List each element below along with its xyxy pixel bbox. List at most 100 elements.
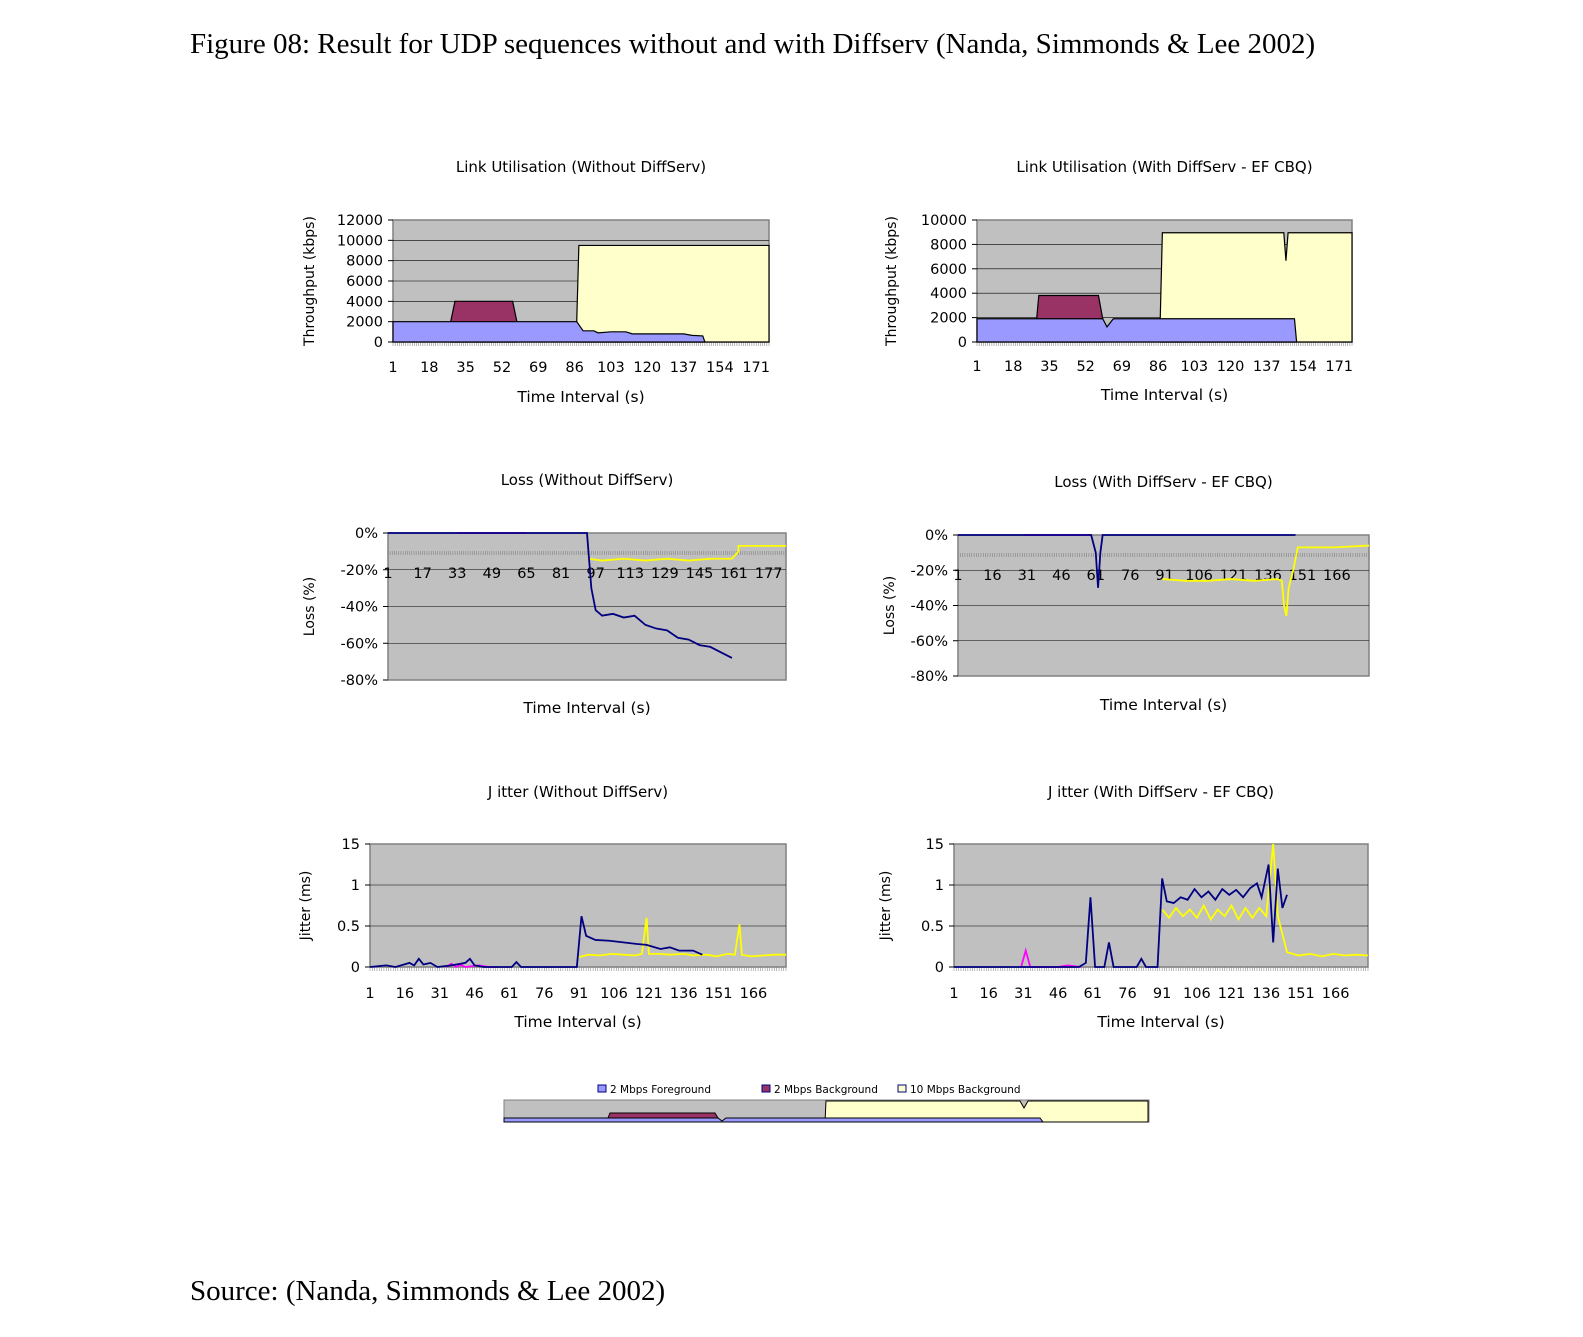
x-tick-label: 103 — [597, 360, 625, 376]
x-tick-label: 145 — [686, 566, 714, 582]
y-axis-label: Jitter (ms) — [878, 871, 894, 942]
legend-item-2-mbps-background: 2 Mbps Background — [761, 1084, 878, 1096]
x-tick-label: 106 — [600, 986, 628, 1002]
chart-title: Loss (With DiffServ - EF CBQ) — [1054, 473, 1272, 491]
x-tick-label: 86 — [1149, 359, 1167, 375]
x-axis-label: Time Interval (s) — [516, 388, 644, 406]
x-tick-label: 1 — [949, 986, 958, 1002]
x-tick-label: 46 — [465, 986, 483, 1002]
legend-label: 2 Mbps Foreground — [610, 1084, 711, 1096]
x-tick-label: 16 — [979, 986, 997, 1002]
y-tick-label: 8000 — [346, 254, 383, 270]
y-tick-label: -60% — [911, 634, 948, 650]
y-axis-label: Loss (%) — [882, 576, 898, 635]
x-tick-label: 1 — [388, 360, 397, 376]
y-tick-label: 6000 — [346, 274, 383, 290]
series-2-mbps-foreground — [392, 321, 706, 343]
y-tick-label: 10000 — [921, 213, 967, 229]
x-tick-label: 18 — [420, 360, 438, 376]
x-tick-label: 121 — [635, 986, 663, 1002]
x-tick-label: 121 — [1220, 568, 1248, 584]
x-tick-label: 171 — [1325, 359, 1353, 375]
x-tick-label: 166 — [740, 986, 768, 1002]
series-10-mbps-background — [576, 244, 770, 343]
x-tick-label: 136 — [670, 986, 698, 1002]
series-2-mbps-foreground — [976, 318, 1298, 343]
series-2-mbps-foreground — [388, 532, 733, 659]
y-tick-label: -40% — [911, 599, 948, 615]
y-tick-label: -80% — [911, 669, 948, 685]
y-tick-label: 4000 — [930, 286, 967, 302]
y-tick-label: 0% — [355, 526, 378, 542]
x-tick-label: 136 — [1252, 986, 1280, 1002]
x-tick-label: 35 — [1040, 359, 1058, 375]
x-tick-label: 136 — [1254, 568, 1282, 584]
x-tick-label: 86 — [565, 360, 583, 376]
series-10-mbps-background — [1159, 232, 1353, 343]
series-10-mbps-background — [1162, 544, 1370, 617]
x-tick-label: 1 — [972, 359, 981, 375]
chart-title: Loss (Without DiffServ) — [501, 471, 674, 489]
x-tick-label: 113 — [616, 566, 644, 582]
y-tick-label: 15 — [926, 837, 944, 853]
x-tick-label: 171 — [742, 360, 770, 376]
legend-swatch — [761, 1084, 771, 1093]
x-tick-label: 46 — [1052, 568, 1070, 584]
x-tick-label: 52 — [493, 360, 511, 376]
legend-item-10-mbps-background: 10 Mbps Background — [897, 1084, 1021, 1096]
y-tick-label: 0.5 — [337, 919, 360, 935]
legend-mini-2mbps-fg — [503, 1117, 1044, 1123]
y-tick-label: -40% — [341, 600, 378, 616]
x-tick-label: 166 — [1322, 986, 1350, 1002]
legend-strip: 2 Mbps Foreground 2 Mbps Background 10 Mbp… — [503, 1084, 1150, 1123]
y-axis-label: Throughput (kbps) — [884, 216, 900, 347]
y-tick-label: 15 — [342, 837, 360, 853]
x-tick-label: 151 — [705, 986, 733, 1002]
x-tick-label: 91 — [1153, 986, 1171, 1002]
x-tick-label: 46 — [1049, 986, 1067, 1002]
x-tick-label: 166 — [1323, 568, 1351, 584]
x-tick-label: 31 — [1018, 568, 1036, 584]
x-tick-label: 61 — [1087, 568, 1105, 584]
y-tick-label: 4000 — [346, 294, 383, 310]
x-axis-label: Time Interval (s) — [513, 1013, 641, 1031]
x-tick-label: 177 — [755, 566, 783, 582]
series-2-mbps-foreground — [954, 864, 1288, 968]
chart-title: Link Utilisation (Without DiffServ) — [456, 158, 706, 176]
legend-item-2-mbps-foreground: 2 Mbps Foreground — [597, 1084, 711, 1096]
x-tick-label: 65 — [517, 566, 535, 582]
chart-loss-with-diffserv: Loss (With DiffServ - EF CBQ) 0% -20% -40% -… — [882, 473, 1370, 714]
y-tick-label: -20% — [341, 563, 378, 579]
x-tick-label: 151 — [1289, 568, 1317, 584]
y-tick-label: 1 — [351, 878, 360, 894]
y-tick-label: 12000 — [337, 213, 383, 229]
series-10-mbps-background — [578, 917, 786, 959]
x-tick-label: 16 — [396, 986, 414, 1002]
y-tick-label: 0 — [935, 960, 944, 976]
y-tick-label: 0.5 — [921, 919, 944, 935]
y-tick-label: 0% — [925, 528, 948, 544]
source-caption: Source: (Nanda, Simmonds & Lee 2002) — [190, 1275, 666, 1307]
x-tick-label: 35 — [456, 360, 474, 376]
x-tick-label: 106 — [1183, 986, 1211, 1002]
x-tick-label: 120 — [1217, 359, 1245, 375]
x-tick-label: 76 — [1121, 568, 1139, 584]
x-tick-label: 151 — [1287, 986, 1315, 1002]
x-tick-label: 121 — [1218, 986, 1246, 1002]
series-10-mbps-background — [589, 544, 786, 562]
chart-loss-without-diffserv: Loss (Without DiffServ) 0% -20% -40% -60% -80… — [302, 471, 787, 717]
x-tick-label: 137 — [1253, 359, 1281, 375]
y-tick-label: 10000 — [337, 233, 383, 249]
x-tick-label: 1 — [383, 566, 392, 582]
chart-link-utilisation-without-diffserv: Link Utilisation (Without DiffServ) 12000… — [302, 158, 770, 406]
x-axis-label: Time Interval (s) — [1096, 1013, 1224, 1031]
legend-mini-10mbps — [824, 1100, 1149, 1123]
y-tick-label: -20% — [911, 563, 948, 579]
figure-caption: Figure 08: Result for UDP sequences with… — [190, 28, 1316, 60]
x-tick-label: 17 — [413, 566, 431, 582]
x-tick-label: 31 — [1014, 986, 1032, 1002]
chart-title: J itter (Without DiffServ) — [487, 783, 668, 801]
y-tick-label: -80% — [341, 673, 378, 689]
y-tick-label: 6000 — [930, 262, 967, 278]
x-tick-label: 1 — [365, 986, 374, 1002]
